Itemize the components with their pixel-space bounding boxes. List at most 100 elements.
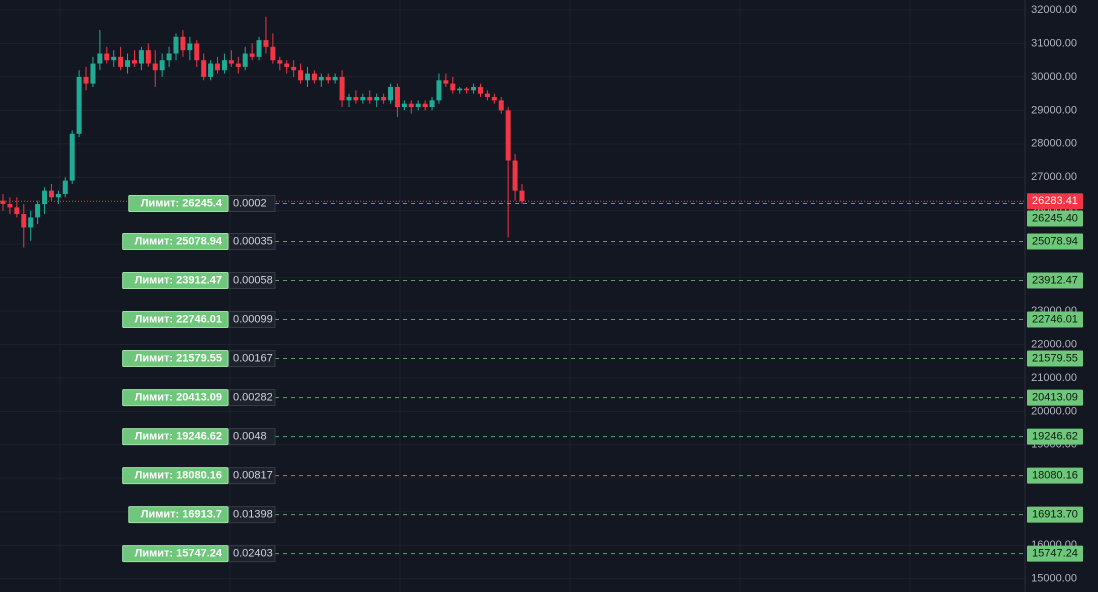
order-qty: 0.0048 — [233, 430, 267, 442]
candle-body — [138, 50, 144, 64]
order-label: Лимит: 26245.4 — [141, 197, 223, 209]
order-label-bg[interactable] — [122, 428, 229, 446]
order-price-tag: 22746.01 — [1032, 313, 1078, 325]
candle-body — [512, 160, 518, 191]
order-price-tag: 26245.40 — [1032, 212, 1078, 224]
candle-body — [14, 207, 20, 215]
candle-body — [97, 53, 103, 64]
order-label: Лимит: 18080.16 — [135, 470, 222, 482]
candle-body — [325, 76, 331, 81]
candle-body — [221, 60, 227, 71]
candle-body — [62, 180, 68, 194]
order-qty-bg — [228, 350, 276, 368]
order-label-bg[interactable] — [122, 272, 229, 290]
candle-body — [394, 86, 400, 108]
order-label-bg[interactable] — [122, 233, 229, 251]
y-tick-label: 32000.00 — [1031, 4, 1077, 16]
candle-body — [90, 63, 96, 84]
order-label-bg[interactable] — [122, 389, 229, 407]
candle-body — [277, 60, 283, 64]
candle-body — [28, 217, 34, 228]
order-label: Лимит: 19246.62 — [135, 430, 222, 442]
order-qty-bg — [228, 233, 276, 251]
order-label-bg[interactable] — [128, 506, 229, 524]
candle-body — [228, 60, 234, 64]
order-price-tag: 15747.24 — [1032, 548, 1078, 560]
order-qty: 0.0002 — [233, 197, 267, 209]
order-label: Лимит: 15747.24 — [135, 548, 223, 560]
order-price-tag: 21579.55 — [1032, 352, 1078, 364]
candle-body — [263, 40, 269, 47]
candle-body — [55, 193, 61, 198]
candle-body — [256, 40, 262, 57]
candle-body — [318, 76, 324, 81]
candle-body — [35, 204, 41, 218]
candle-body — [159, 60, 165, 71]
order-price-tag: 23912.47 — [1032, 274, 1078, 286]
candle-body — [249, 53, 255, 57]
order-label-bg[interactable] — [128, 195, 229, 213]
order-label-bg[interactable] — [122, 467, 229, 485]
order-qty: 0.00282 — [233, 391, 273, 403]
order-price-tag-bg — [1027, 467, 1083, 484]
order-price-tag-bg — [1027, 233, 1083, 250]
candle-body — [118, 56, 124, 67]
order-qty: 0.02403 — [233, 548, 273, 560]
candle-body — [304, 73, 310, 81]
order-qty: 0.00099 — [233, 313, 273, 325]
order-qty-bg — [228, 195, 276, 213]
order-label: Лимит: 16913.7 — [141, 509, 222, 521]
y-tick-label: 29000.00 — [1031, 104, 1077, 116]
candle-body — [491, 96, 497, 101]
order-qty: 0.00058 — [233, 274, 273, 286]
order-price-tag-bg — [1027, 389, 1083, 406]
candle-body — [152, 63, 158, 71]
candle-body — [374, 96, 380, 101]
candle-body — [208, 63, 214, 77]
order-price-tag-bg — [1027, 428, 1083, 445]
order-qty-bg — [228, 545, 276, 563]
candle-body — [187, 43, 193, 51]
order-qty: 0.00817 — [233, 470, 273, 482]
y-tick-label: 21000.00 — [1031, 372, 1077, 384]
candle-body — [180, 36, 186, 51]
order-qty-bg — [228, 389, 276, 407]
candle-body — [471, 86, 477, 91]
y-tick-label: 15000.00 — [1031, 573, 1077, 585]
candle-body — [284, 63, 290, 67]
order-label: Лимит: 21579.55 — [135, 352, 222, 364]
order-price-tag-bg — [1027, 545, 1083, 562]
order-label-bg[interactable] — [122, 545, 229, 563]
candle-body — [7, 204, 13, 208]
candle-body — [401, 103, 407, 108]
y-tick-label: 30000.00 — [1031, 71, 1077, 83]
candle-body — [477, 86, 483, 94]
candle-body — [201, 60, 207, 77]
candle-body — [422, 103, 428, 108]
order-label-bg[interactable] — [122, 350, 229, 368]
order-price-tag-bg — [1027, 506, 1083, 523]
candle-body — [298, 70, 304, 81]
order-price-tag: 20413.09 — [1032, 391, 1078, 403]
order-label-bg[interactable] — [122, 311, 229, 329]
candle-body — [381, 96, 387, 101]
candle-body — [484, 93, 490, 97]
candle-body — [332, 76, 338, 81]
candle-body — [21, 214, 27, 228]
candle-body — [42, 190, 48, 205]
candle-body — [270, 46, 276, 61]
candle-body — [498, 100, 504, 111]
last-price-tag: 26283.41 — [1032, 195, 1078, 207]
candle-body — [388, 86, 394, 101]
candle-body — [505, 110, 511, 161]
order-price-tag: 19246.62 — [1032, 430, 1078, 442]
candle-body — [464, 88, 470, 91]
candle-body — [353, 96, 359, 101]
candle-body — [166, 53, 172, 61]
order-price-tag-bg — [1027, 350, 1083, 367]
candle-body — [450, 83, 456, 91]
candle-body — [76, 76, 82, 134]
order-qty-bg — [228, 506, 276, 524]
candle-body — [48, 190, 54, 198]
